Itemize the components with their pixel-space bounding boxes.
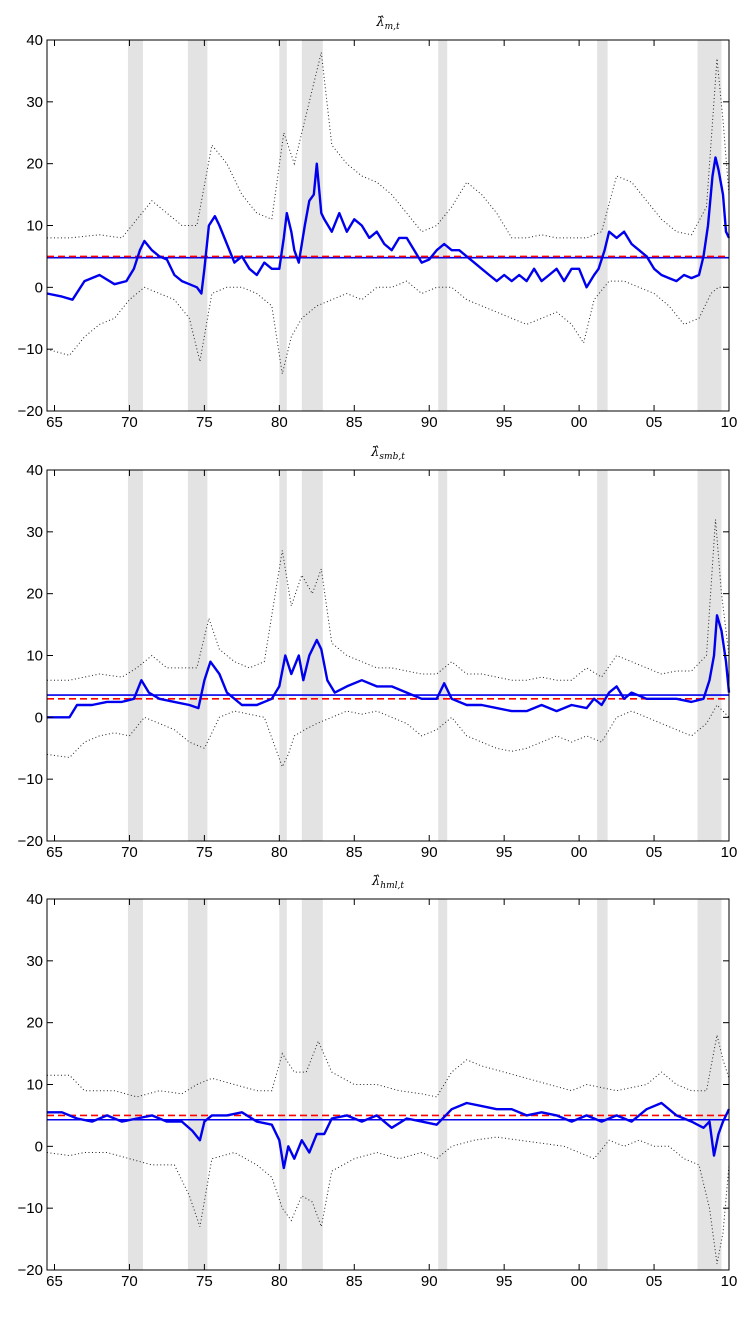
x-tick-label: 95 [496, 844, 513, 861]
x-tick-label: 65 [46, 414, 63, 431]
chart-title-base: λ̂ [371, 874, 380, 889]
x-tick-label: 10 [721, 414, 738, 431]
y-tick-label: 20 [26, 156, 43, 173]
upper-band-line [47, 1034, 730, 1098]
y-tick-label: −20 [18, 1262, 43, 1279]
y-tick-label: −20 [18, 833, 43, 850]
chart-title: λ̂m,t [375, 15, 400, 32]
recession-band-2 [187, 40, 208, 411]
axes-box [46, 39, 730, 412]
recession-band-3 [279, 40, 287, 411]
recession-band-1 [127, 899, 143, 1270]
x-tick-label: 85 [346, 1273, 363, 1290]
y-tick-label: 20 [26, 1015, 43, 1032]
x-tick-label: 90 [421, 1273, 438, 1290]
x-tick-label: 00 [571, 844, 588, 861]
x-tick-label: 10 [721, 1273, 738, 1290]
x-tick-label: 05 [646, 1273, 663, 1290]
y-tick-label: 30 [26, 953, 43, 970]
recession-band-7 [697, 40, 722, 411]
x-tick-label: 85 [346, 414, 363, 431]
chart-title: λ̂smb,t [370, 445, 405, 462]
x-tick-label: 10 [721, 844, 738, 861]
lower-band-line [46, 704, 730, 769]
axes-box [46, 898, 730, 1271]
x-tick-label: 75 [196, 1273, 213, 1290]
chart-title-base: λ̂ [375, 15, 384, 30]
y-tick-label: 10 [26, 648, 43, 665]
estimate-line [47, 1101, 731, 1170]
x-tick-label: 95 [496, 1273, 513, 1290]
x-tick-label: 70 [121, 1273, 138, 1290]
chart-title-subscript: m,t [385, 22, 400, 32]
x-tick-label: 65 [46, 1273, 63, 1290]
estimate-line [46, 156, 731, 301]
x-tick-label: 80 [271, 1273, 288, 1290]
recession-band-6 [597, 899, 608, 1270]
recession-band-1 [127, 470, 143, 841]
y-tick-label: 40 [26, 462, 43, 479]
x-tick-label: 05 [646, 844, 663, 861]
y-tick-label: −20 [18, 403, 43, 420]
chart-title: λ̂hml,t [371, 874, 404, 891]
x-tick-label: 90 [421, 844, 438, 861]
x-tick-label: 85 [346, 844, 363, 861]
chart-title-base: λ̂ [370, 445, 379, 460]
y-tick-label: −10 [18, 1200, 43, 1217]
y-tick-label: 10 [26, 1077, 43, 1094]
recession-band-4 [301, 899, 323, 1270]
chart-panel-2: λ̂smb,t −20 −10 0 10 20 30 40 65 70 75 80 85 90 95 00 05… [18, 445, 738, 861]
y-tick-label: 30 [26, 94, 43, 111]
recession-band-5 [438, 899, 448, 1270]
lower-band-line [46, 1136, 730, 1264]
y-tick-label: −10 [18, 341, 43, 358]
x-tick-label: 75 [196, 844, 213, 861]
axes-box [46, 469, 730, 842]
recession-band-1 [127, 40, 143, 411]
y-tick-label: −10 [18, 771, 43, 788]
x-tick-label: 00 [571, 414, 588, 431]
recession-band-6 [597, 470, 608, 841]
recession-band-4 [301, 470, 323, 841]
x-tick-label: 95 [496, 414, 513, 431]
y-tick-label: 20 [26, 586, 43, 603]
y-tick-label: 30 [26, 524, 43, 541]
x-tick-label: 65 [46, 844, 63, 861]
x-tick-label: 90 [421, 414, 438, 431]
y-tick-label: 0 [35, 1138, 43, 1155]
chart-panel-1: λ̂m,t −20 −10 0 10 20 30 40 65 70 75 80 85 90 95 00 05 10 [18, 15, 738, 431]
chart-title-subscript: hml,t [380, 881, 404, 891]
recession-band-3 [279, 470, 287, 841]
recession-band-3 [279, 899, 287, 1270]
recession-band-4 [301, 40, 323, 411]
y-tick-label: 10 [26, 218, 43, 235]
x-tick-label: 05 [646, 414, 663, 431]
chart-panel-3: λ̂hml,t −20 −10 0 10 20 30 40 65 70 75 80 85 90 95 00 05… [18, 874, 738, 1290]
recession-band-5 [438, 470, 448, 841]
x-tick-label: 70 [121, 414, 138, 431]
x-tick-label: 70 [121, 844, 138, 861]
upper-band-line [47, 519, 730, 681]
recession-band-2 [187, 470, 208, 841]
recession-band-7 [697, 899, 722, 1270]
upper-band-line [47, 52, 730, 239]
recession-band-5 [438, 40, 448, 411]
chart-title-subscript: smb,t [379, 452, 405, 462]
x-tick-label: 80 [271, 844, 288, 861]
recession-band-7 [697, 470, 722, 841]
x-tick-label: 80 [271, 414, 288, 431]
lower-band-line [46, 280, 729, 375]
recession-band-6 [597, 40, 608, 411]
y-tick-label: 0 [35, 709, 43, 726]
y-tick-label: 40 [26, 32, 43, 49]
x-tick-label: 75 [196, 414, 213, 431]
y-tick-label: 0 [35, 279, 43, 296]
y-tick-label: 40 [26, 891, 43, 908]
estimate-line [47, 614, 731, 719]
x-tick-label: 00 [571, 1273, 588, 1290]
